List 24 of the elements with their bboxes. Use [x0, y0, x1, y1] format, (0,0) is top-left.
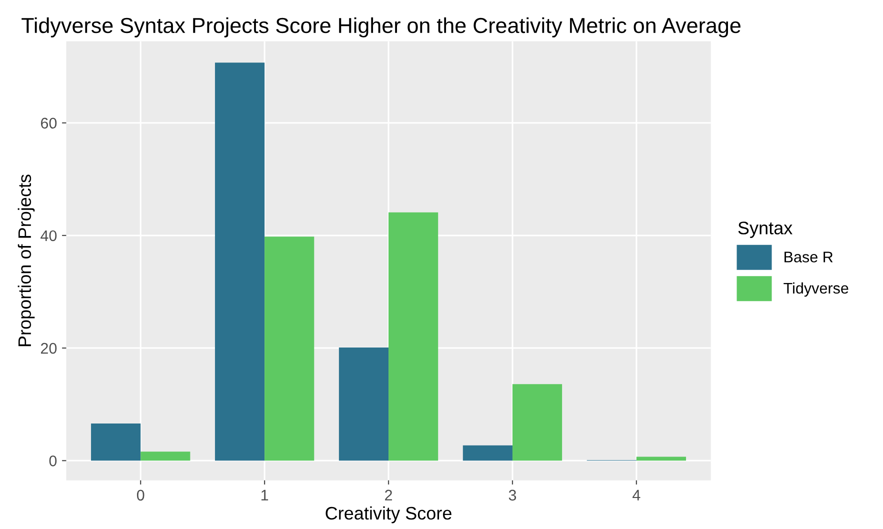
- y-tick-label: 40: [40, 230, 57, 242]
- x-tick-label: 1: [261, 490, 268, 500]
- bar: [264, 236, 314, 461]
- legend-label: Base R: [784, 252, 833, 262]
- x-tick-label: 0: [136, 490, 144, 501]
- legend-label: Tidyverse: [784, 282, 848, 297]
- x-tick-label: 3: [508, 490, 516, 501]
- bar: [214, 62, 265, 461]
- chart-title: Tidyverse Syntax Projects Score Higher on the Creativity Metric on Average: [22, 17, 740, 38]
- x-tick-label: 2: [385, 490, 392, 500]
- bar: [338, 347, 389, 461]
- x-tick-label: 4: [632, 490, 640, 500]
- y-axis-title: Proportion of Projects: [18, 174, 35, 346]
- y-tick-label: 0: [49, 456, 57, 466]
- bar: [512, 384, 562, 461]
- bar: [91, 423, 141, 461]
- x-axis-title: Creativity Score: [326, 506, 452, 524]
- legend-title: Syntax: [738, 222, 792, 238]
- bar: [140, 452, 190, 461]
- bar: [462, 445, 512, 461]
- y-tick-label: 20: [40, 342, 57, 354]
- bar: [388, 212, 438, 461]
- bar: [636, 456, 686, 461]
- y-tick-label: 60: [40, 118, 57, 129]
